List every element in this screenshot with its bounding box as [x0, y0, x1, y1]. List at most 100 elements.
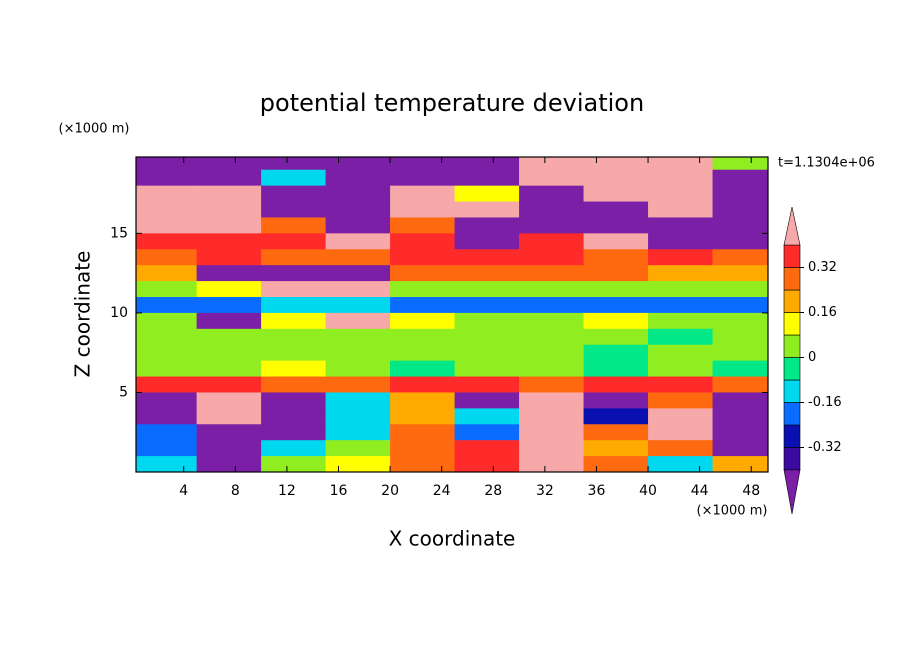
contour-cell	[454, 157, 520, 171]
contour-cell	[136, 157, 198, 171]
contour-cell	[136, 360, 198, 378]
contour-cell	[136, 312, 198, 330]
contour-cell	[454, 408, 520, 425]
contour-cell	[583, 344, 649, 362]
contour-cell	[712, 376, 768, 393]
contour-cell	[390, 169, 456, 187]
contour-cell	[583, 456, 649, 472]
contour-cell	[583, 376, 649, 393]
contour-cell	[136, 169, 198, 187]
contour-cell	[454, 249, 520, 266]
x-tick-label: 32	[536, 483, 554, 499]
contour-cell	[196, 217, 262, 234]
contour-cell	[583, 424, 649, 441]
contour-cell	[519, 424, 585, 441]
contour-cell	[261, 408, 327, 425]
contour-cell	[136, 424, 198, 441]
contour-cell	[136, 217, 198, 234]
contour-cell	[648, 360, 714, 378]
contour-cell	[519, 265, 585, 282]
contour-cell	[712, 456, 768, 472]
contour-cell	[196, 456, 262, 472]
contour-cell	[196, 376, 262, 393]
contour-cell	[583, 217, 649, 234]
contour-cell	[519, 392, 585, 409]
contour-cell	[390, 297, 456, 314]
contour-cell	[325, 376, 391, 393]
contour-cell	[136, 265, 198, 282]
contour-cell	[325, 456, 391, 472]
contour-cell	[648, 185, 714, 203]
y-tick-label: 15	[110, 225, 128, 241]
contour-cell	[261, 424, 327, 441]
x-tick-label: 28	[484, 483, 502, 499]
contour-cell	[390, 424, 456, 441]
contour-cell	[583, 281, 649, 298]
contour-cell	[390, 233, 456, 250]
contour-cell	[454, 344, 520, 362]
contour-cell	[390, 408, 456, 425]
contour-cell	[648, 440, 714, 457]
contour-cell	[454, 185, 520, 203]
contour-cell	[261, 185, 327, 203]
contour-cell	[454, 281, 520, 298]
contour-cell	[196, 440, 262, 457]
contour-cell	[519, 169, 585, 187]
colorbar-segment	[783, 402, 801, 426]
contour-cell	[519, 312, 585, 330]
x-tick-label: 24	[433, 483, 451, 499]
contour-cell	[325, 360, 391, 378]
colorbar-segment	[783, 424, 801, 448]
contour-cell	[712, 408, 768, 425]
contour-cell	[454, 376, 520, 393]
x-tick-label: 48	[742, 483, 760, 499]
contour-cell	[136, 344, 198, 362]
contour-cell	[712, 217, 768, 234]
colorbar-segment	[783, 447, 801, 471]
contour-cell	[519, 157, 585, 171]
contour-cell	[583, 169, 649, 187]
colorbar-extend-top	[783, 206, 801, 246]
x-tick-label: 40	[639, 483, 657, 499]
contour-cell	[325, 201, 391, 218]
contour-cell	[519, 217, 585, 234]
contour-cell	[454, 424, 520, 441]
contour-cell	[390, 440, 456, 457]
contour-cell	[261, 217, 327, 234]
contour-cell	[712, 392, 768, 409]
contour-cell	[712, 312, 768, 330]
contour-cell	[261, 157, 327, 171]
contour-cell	[325, 297, 391, 314]
contour-cell	[648, 456, 714, 472]
contour-cell	[648, 376, 714, 393]
x-tick-label: 8	[231, 483, 240, 499]
contour-cell	[712, 424, 768, 441]
contour-cell	[583, 233, 649, 250]
contour-cell	[648, 281, 714, 298]
contour-cell	[454, 456, 520, 472]
contour-cell	[136, 201, 198, 218]
contour-cell	[519, 201, 585, 218]
contour-cell	[325, 440, 391, 457]
contour-cell	[196, 408, 262, 425]
contour-cell	[136, 440, 198, 457]
contour-cell	[583, 312, 649, 330]
x-tick-label: 12	[278, 483, 296, 499]
y-axis-label: Z coordinate	[71, 251, 95, 378]
contour-cell	[325, 408, 391, 425]
contour-cell	[519, 249, 585, 266]
contour-cell	[519, 297, 585, 314]
contour-cell	[519, 440, 585, 457]
contour-cell	[136, 328, 198, 346]
contour-cell	[390, 265, 456, 282]
contour-cell	[583, 360, 649, 378]
contour-cell	[648, 233, 714, 250]
contour-cell	[454, 328, 520, 346]
contour-cell	[390, 185, 456, 203]
contour-cell	[454, 392, 520, 409]
contour-cell	[196, 169, 262, 187]
contour-cell	[390, 456, 456, 472]
contour-cell	[196, 392, 262, 409]
contour-cell	[648, 297, 714, 314]
